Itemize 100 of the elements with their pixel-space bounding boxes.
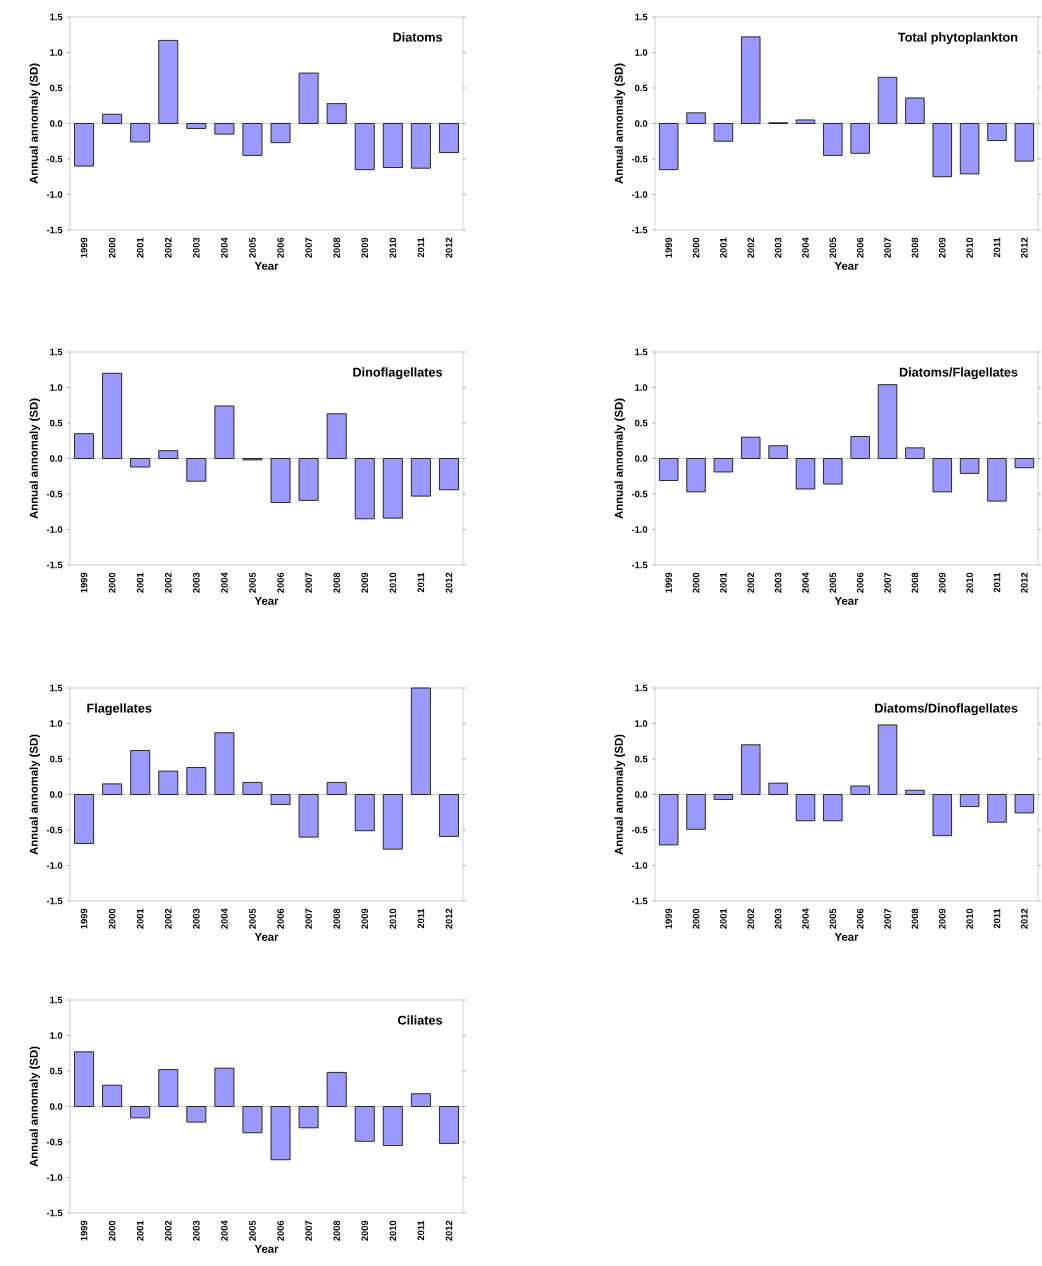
x-tick-label: 2004	[802, 572, 809, 593]
x-tick-label: 2010	[966, 237, 973, 258]
text: Diatoms/Flagellates	[899, 367, 1018, 380]
bar	[686, 458, 706, 493]
bar	[768, 782, 788, 795]
bar	[959, 458, 980, 474]
y-tick-label: 1.5	[50, 348, 63, 356]
bar	[686, 112, 706, 124]
text: Dinoflagellates	[353, 367, 443, 380]
y-tick-label: -1.5	[46, 226, 63, 234]
x-tick-label: 2005	[829, 572, 837, 593]
bar	[410, 458, 431, 497]
bar	[354, 794, 375, 832]
bar	[439, 794, 459, 837]
bar	[987, 458, 1007, 502]
x-tick-label: 2007	[884, 237, 891, 258]
y-tick-label: -0.5	[631, 155, 648, 163]
x-tick-label: 2006	[277, 237, 284, 258]
x-tick-label: 2008	[911, 237, 919, 258]
x-tick-label: 2005	[249, 237, 256, 258]
bar	[382, 458, 403, 519]
x-tick-label: 2011	[417, 908, 425, 929]
x-tick-label: 2003	[774, 237, 782, 258]
bar	[410, 687, 431, 795]
y-tick-label: 1.5	[635, 348, 648, 356]
y-tick-label: 1.0	[50, 384, 63, 391]
x-tick-label: 1999	[665, 908, 672, 929]
bar	[242, 1106, 263, 1134]
y-tick-label: -0.5	[46, 155, 63, 163]
y-tick-label: -1.0	[46, 862, 63, 869]
x-axis-title: Year	[254, 261, 279, 270]
x-tick-label: 2005	[829, 237, 837, 258]
bar	[850, 785, 870, 795]
x-axis-title: Year	[834, 596, 859, 605]
bar	[354, 1106, 375, 1142]
x-tick-label: 2007	[305, 237, 312, 258]
bar	[130, 1106, 151, 1119]
y-tick-label: -1.0	[631, 526, 648, 533]
x-tick-label: 2004	[802, 237, 809, 258]
y-tick-label: -1.5	[631, 226, 648, 234]
y-tick-label: -0.5	[46, 490, 63, 498]
bar	[987, 123, 1007, 141]
y-tick-label: -1.5	[631, 561, 648, 569]
bar	[74, 1051, 94, 1107]
x-tick-label: 2008	[911, 572, 919, 593]
bar	[658, 458, 679, 481]
x-tick-label: 2003	[774, 908, 782, 929]
bar	[686, 794, 706, 830]
bar	[158, 1069, 179, 1107]
bar	[823, 123, 843, 156]
x-tick-label: 2001	[136, 572, 144, 593]
x-tick-label: 2009	[361, 237, 369, 258]
y-tick-label: -0.5	[631, 490, 648, 498]
bar	[186, 1106, 207, 1123]
bar	[102, 113, 123, 124]
bar	[186, 123, 207, 129]
x-tick-label: 2000	[108, 237, 116, 258]
bar	[850, 123, 870, 154]
x-axis-title: Year	[254, 932, 279, 941]
bar	[768, 445, 788, 459]
bar	[382, 794, 403, 850]
y-tick-label: -0.5	[46, 826, 63, 834]
x-tick-label: 2011	[993, 908, 1001, 929]
bar	[850, 436, 870, 459]
x-tick-label: 2001	[720, 908, 727, 929]
bar	[795, 794, 816, 822]
bar	[242, 782, 263, 795]
x-tick-label: 2009	[938, 908, 946, 929]
y-axis-title: Annual annomaly (SD)	[614, 398, 626, 519]
y-tick-label: 0.5	[50, 419, 63, 427]
x-tick-label: 1999	[665, 237, 672, 258]
x-tick-label: 2002	[747, 572, 755, 593]
y-tick-label: 0.5	[50, 1067, 63, 1075]
bar	[298, 794, 319, 838]
bar	[410, 123, 431, 169]
y-axis-title: Annual annomaly (SD)	[614, 734, 626, 855]
y-tick-label: 1.0	[50, 720, 63, 727]
x-tick-label: 2001	[720, 572, 727, 593]
y-tick-label: -0.5	[631, 826, 648, 834]
x-tick-label: 2008	[333, 237, 340, 258]
bar	[959, 794, 980, 807]
x-tick-label: 2003	[193, 908, 200, 929]
bar	[298, 72, 319, 124]
y-tick-label: 1.5	[635, 684, 648, 692]
x-tick-label: 2011	[417, 237, 425, 258]
bar	[270, 1106, 291, 1161]
y-tick-label: 1.5	[50, 684, 63, 692]
y-tick-label: 1.0	[635, 49, 648, 56]
y-axis-title: Annual annomaly (SD)	[29, 63, 41, 184]
x-tick-label: 2009	[361, 572, 369, 593]
bar	[74, 794, 94, 844]
bar	[102, 372, 123, 459]
bar	[932, 794, 952, 837]
x-tick-label: 1999	[80, 572, 88, 593]
x-axis-title: Year	[254, 1244, 279, 1253]
text: Ciliates	[398, 1015, 443, 1025]
x-tick-label: 2010	[389, 572, 397, 593]
x-tick-label: 2004	[221, 1220, 228, 1241]
bar	[410, 1093, 431, 1107]
bar	[214, 1067, 235, 1107]
